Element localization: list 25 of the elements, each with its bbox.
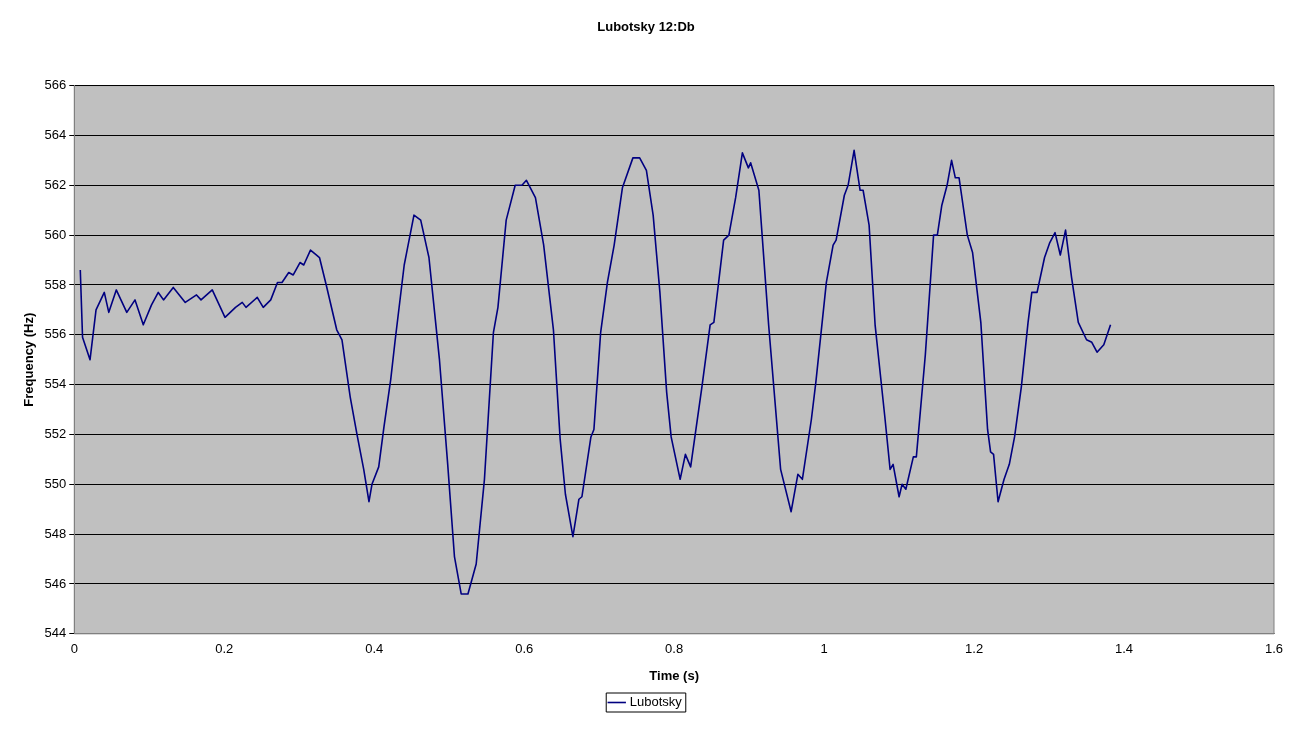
y-tick-label: 552 <box>44 426 67 442</box>
y-tick-label: 544 <box>44 625 67 641</box>
x-tick-label: 0.4 <box>365 641 384 657</box>
y-tick-label: 548 <box>44 525 67 541</box>
y-tick-label: 562 <box>44 176 67 192</box>
x-tick-label: 1.2 <box>965 641 984 657</box>
y-tick-label: 564 <box>44 127 67 143</box>
y-tick-label: 560 <box>44 226 67 242</box>
y-tick-label: 558 <box>44 276 67 292</box>
x-axis-title: Time (s) <box>649 667 699 683</box>
x-tick-label: 1.6 <box>1264 641 1284 657</box>
chart-title: Lubotsky 12:Db <box>597 19 695 35</box>
x-tick-label: 1 <box>820 641 828 657</box>
x-tick-label: 1.4 <box>1115 641 1134 657</box>
x-tick-label: 0.8 <box>665 641 684 657</box>
y-tick-label: 554 <box>44 376 67 392</box>
x-tick-label: 0 <box>70 641 78 657</box>
y-tick-label: 566 <box>44 77 67 93</box>
y-axis-title: Frequency (Hz) <box>21 312 37 407</box>
y-tick-label: 546 <box>44 575 67 591</box>
legend-label: Lubotsky <box>629 694 683 710</box>
y-tick-label: 550 <box>44 475 67 491</box>
x-tick-label: 0.2 <box>215 641 234 657</box>
x-tick-label: 0.6 <box>515 641 534 657</box>
y-tick-label: 556 <box>44 326 67 342</box>
